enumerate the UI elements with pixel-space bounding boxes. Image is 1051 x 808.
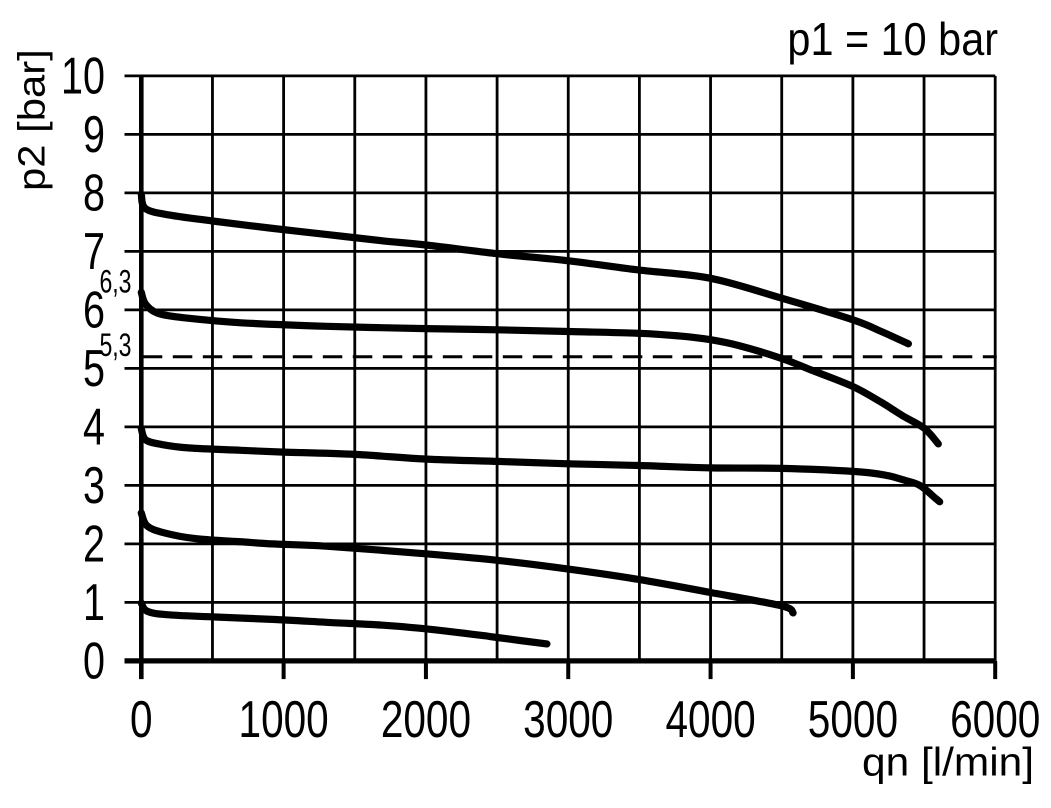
- x-tick-label: 2000: [381, 690, 471, 748]
- y-tick-label: 7: [83, 222, 105, 281]
- flow-curve: [137, 191, 912, 348]
- y-tick-label: 2: [83, 514, 105, 573]
- sub-scale-label: 6,3: [99, 264, 131, 300]
- curves: [137, 191, 944, 648]
- y-tick-label: 10: [61, 46, 105, 105]
- x-tick-label: 3000: [523, 690, 613, 748]
- y-tick-label: 6: [83, 280, 105, 339]
- x-tick-label: 4000: [665, 690, 755, 748]
- flow-curve: [137, 599, 551, 648]
- x-tick-label: 0: [130, 690, 153, 748]
- x-tick-label: 6000: [950, 690, 1040, 748]
- flow-curve: [137, 509, 797, 617]
- y-tick-label: 8: [83, 163, 105, 222]
- flow-curve: [137, 425, 944, 506]
- y-tick-label: 0: [83, 631, 105, 690]
- x-axis-title: qn [l/min]: [862, 740, 1034, 785]
- x-tick-label: 5000: [808, 690, 898, 748]
- y-axis-title: p2 [bar]: [11, 49, 53, 191]
- y-tick-label: 5: [83, 339, 105, 398]
- sub-scale-label: 5,3: [99, 327, 131, 363]
- grid-lines: [124, 74, 998, 680]
- y-tick-label: 1: [83, 573, 105, 632]
- chart-title: p1 = 10 bar: [787, 14, 998, 66]
- x-tick-label: 1000: [239, 690, 329, 748]
- y-tick-label: 3: [83, 456, 105, 515]
- y-tick-label: 9: [83, 105, 105, 164]
- flow-curve: [137, 288, 942, 448]
- y-tick-label: 4: [83, 397, 105, 456]
